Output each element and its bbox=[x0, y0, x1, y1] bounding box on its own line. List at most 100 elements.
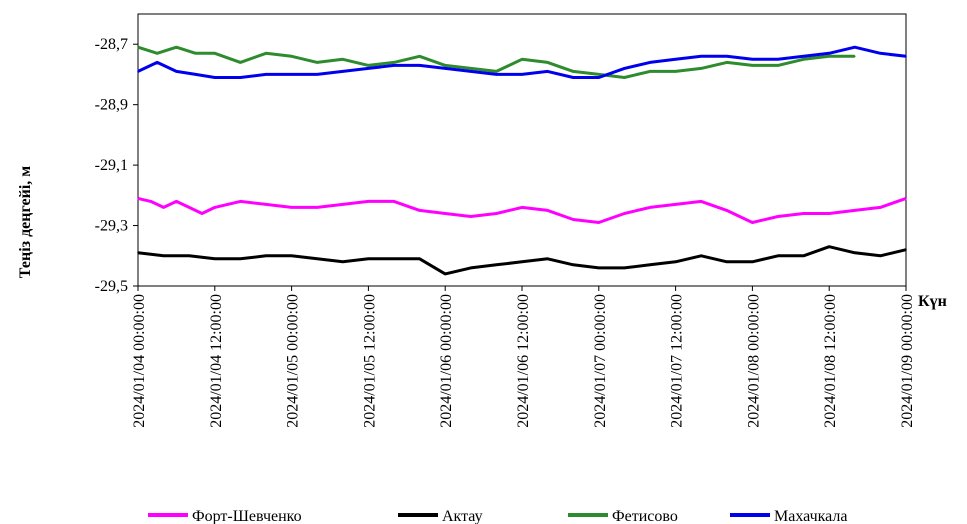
data-point bbox=[418, 258, 421, 260]
data-point bbox=[854, 55, 856, 58]
data-point bbox=[751, 58, 754, 61]
data-point bbox=[188, 255, 190, 257]
data-point bbox=[156, 52, 158, 55]
data-point bbox=[905, 197, 907, 200]
data-point bbox=[470, 70, 472, 73]
data-point bbox=[137, 70, 139, 73]
data-point bbox=[726, 61, 728, 64]
data-point bbox=[316, 73, 319, 76]
data-point bbox=[265, 73, 267, 76]
data-point bbox=[214, 206, 216, 209]
x-axis-title: Күн bbox=[918, 293, 947, 310]
x-tick-label: 2024/01/07 00:00:00 bbox=[592, 294, 609, 428]
data-point bbox=[546, 258, 549, 260]
data-point bbox=[546, 61, 549, 64]
data-point bbox=[470, 67, 472, 70]
data-point bbox=[802, 212, 805, 215]
data-point bbox=[290, 73, 293, 76]
x-tick-label: 2024/01/05 12:00:00 bbox=[361, 294, 378, 428]
data-point bbox=[777, 255, 779, 257]
data-point bbox=[367, 64, 370, 67]
legend-label: Форт-Шевченко bbox=[192, 508, 302, 524]
data-point bbox=[802, 55, 805, 58]
series-line bbox=[137, 45, 855, 79]
data-point bbox=[674, 261, 677, 263]
data-point bbox=[598, 73, 600, 76]
data-point bbox=[342, 58, 344, 61]
legend-label: Махачкала bbox=[774, 508, 847, 524]
data-point bbox=[470, 215, 472, 218]
x-tick-label: 2024/01/08 00:00:00 bbox=[745, 294, 762, 428]
data-point bbox=[393, 200, 395, 203]
data-point bbox=[156, 61, 158, 64]
x-tick-label: 2024/01/05 00:00:00 bbox=[285, 294, 302, 428]
data-point bbox=[777, 215, 779, 218]
data-point bbox=[316, 61, 319, 64]
data-point bbox=[393, 61, 395, 64]
data-point bbox=[265, 52, 267, 55]
data-point bbox=[393, 258, 395, 260]
data-point bbox=[572, 70, 574, 73]
x-tick-label: 2024/01/09 00:00:00 bbox=[899, 294, 916, 428]
data-point bbox=[700, 67, 702, 70]
y-tick-label: -28,7 bbox=[95, 36, 128, 53]
data-point bbox=[239, 76, 242, 79]
data-point bbox=[521, 206, 523, 209]
x-tick-label: 2024/01/04 12:00:00 bbox=[208, 294, 225, 428]
data-point bbox=[290, 55, 293, 58]
data-point bbox=[546, 209, 549, 212]
data-point bbox=[777, 64, 779, 67]
data-point bbox=[444, 67, 447, 70]
data-point bbox=[239, 258, 242, 260]
data-point bbox=[777, 58, 779, 61]
data-point bbox=[598, 221, 600, 224]
data-point bbox=[751, 64, 754, 67]
data-point bbox=[342, 203, 344, 206]
data-point bbox=[828, 55, 830, 58]
data-point bbox=[194, 73, 197, 76]
data-point bbox=[751, 221, 754, 224]
data-point bbox=[175, 200, 178, 203]
data-point bbox=[367, 258, 370, 260]
y-tick-label: -29,3 bbox=[95, 218, 128, 235]
y-tick-label: -29,5 bbox=[95, 278, 128, 295]
series-line bbox=[137, 45, 907, 79]
data-point bbox=[521, 58, 523, 61]
data-point bbox=[572, 264, 574, 266]
data-point bbox=[137, 46, 139, 48]
data-point bbox=[623, 212, 626, 215]
data-point bbox=[546, 70, 549, 73]
y-tick-label: -28,9 bbox=[95, 97, 128, 114]
legend-label: Актау bbox=[442, 508, 483, 524]
data-point bbox=[854, 209, 856, 212]
data-point bbox=[649, 70, 651, 73]
data-point bbox=[137, 197, 139, 200]
y-tick-label: -29,1 bbox=[95, 157, 128, 174]
data-point bbox=[495, 70, 498, 73]
data-point bbox=[444, 64, 447, 67]
data-point bbox=[623, 67, 626, 70]
data-point bbox=[175, 46, 178, 48]
data-point bbox=[828, 212, 830, 215]
data-point bbox=[674, 203, 677, 206]
data-point bbox=[854, 252, 856, 254]
data-point bbox=[316, 206, 319, 209]
data-point bbox=[194, 52, 197, 55]
data-point bbox=[905, 55, 907, 58]
data-point bbox=[726, 55, 728, 58]
data-point bbox=[418, 64, 421, 67]
data-point bbox=[879, 206, 882, 209]
data-point bbox=[265, 255, 267, 257]
data-point bbox=[738, 215, 741, 218]
data-point bbox=[879, 52, 882, 55]
data-point bbox=[726, 209, 728, 212]
data-point bbox=[495, 212, 498, 215]
plot-area bbox=[137, 13, 907, 287]
x-tick-label: 2024/01/04 00:00:00 bbox=[131, 294, 148, 428]
data-point bbox=[700, 55, 702, 58]
data-point bbox=[802, 58, 805, 61]
data-point bbox=[188, 206, 190, 209]
data-point bbox=[342, 70, 344, 73]
data-point bbox=[239, 61, 242, 64]
